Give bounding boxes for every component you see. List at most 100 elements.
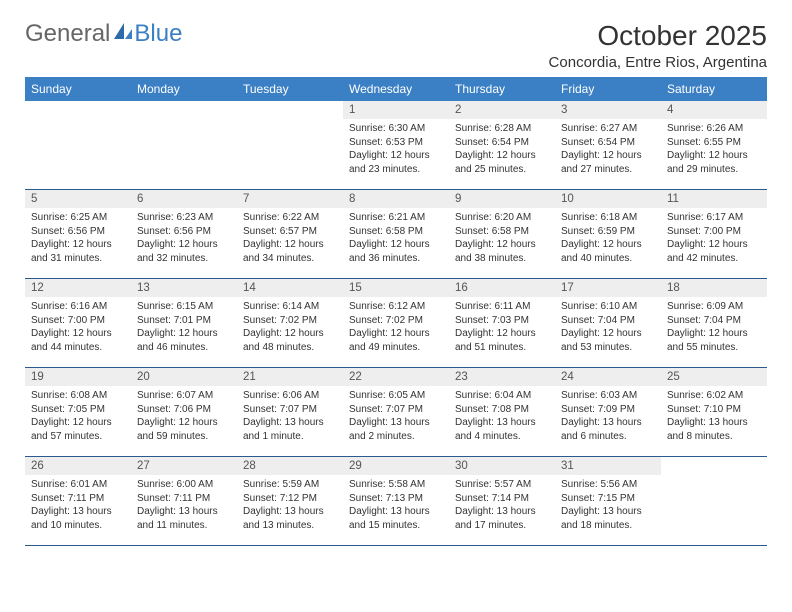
day-line: Daylight: 13 hours (243, 416, 337, 430)
weekday-header: Thursday (449, 77, 555, 101)
day-body: Sunrise: 6:02 AMSunset: 7:10 PMDaylight:… (661, 386, 767, 447)
day-number: 21 (237, 368, 343, 386)
day-line: Sunrise: 5:56 AM (561, 478, 655, 492)
day-line: Sunrise: 6:21 AM (349, 211, 443, 225)
day-line: and 34 minutes. (243, 252, 337, 266)
calendar-cell: 13Sunrise: 6:15 AMSunset: 7:01 PMDayligh… (131, 279, 237, 368)
day-body: Sunrise: 6:22 AMSunset: 6:57 PMDaylight:… (237, 208, 343, 269)
day-line: Sunset: 7:10 PM (667, 403, 761, 417)
day-number: 7 (237, 190, 343, 208)
calendar-cell: 6Sunrise: 6:23 AMSunset: 6:56 PMDaylight… (131, 190, 237, 279)
day-line: Sunrise: 6:25 AM (31, 211, 125, 225)
day-line: and 2 minutes. (349, 430, 443, 444)
day-line: and 13 minutes. (243, 519, 337, 533)
calendar-cell: 20Sunrise: 6:07 AMSunset: 7:06 PMDayligh… (131, 368, 237, 457)
day-body: Sunrise: 6:20 AMSunset: 6:58 PMDaylight:… (449, 208, 555, 269)
day-line: Sunset: 7:00 PM (667, 225, 761, 239)
day-body: Sunrise: 6:21 AMSunset: 6:58 PMDaylight:… (343, 208, 449, 269)
day-line: Sunset: 7:05 PM (31, 403, 125, 417)
day-number (661, 457, 767, 475)
day-line: and 40 minutes. (561, 252, 655, 266)
day-line: and 31 minutes. (31, 252, 125, 266)
day-body: Sunrise: 6:09 AMSunset: 7:04 PMDaylight:… (661, 297, 767, 358)
day-line: Daylight: 12 hours (137, 327, 231, 341)
day-body: Sunrise: 6:18 AMSunset: 6:59 PMDaylight:… (555, 208, 661, 269)
day-number: 25 (661, 368, 767, 386)
day-line: Daylight: 12 hours (455, 149, 549, 163)
day-line: Daylight: 13 hours (455, 505, 549, 519)
day-line: Sunrise: 6:02 AM (667, 389, 761, 403)
day-body: Sunrise: 6:15 AMSunset: 7:01 PMDaylight:… (131, 297, 237, 358)
day-line: Sunrise: 5:57 AM (455, 478, 549, 492)
day-line: and 10 minutes. (31, 519, 125, 533)
day-body: Sunrise: 6:01 AMSunset: 7:11 PMDaylight:… (25, 475, 131, 536)
day-number: 3 (555, 101, 661, 119)
day-line: and 15 minutes. (349, 519, 443, 533)
calendar-cell: 9Sunrise: 6:20 AMSunset: 6:58 PMDaylight… (449, 190, 555, 279)
location-label: Concordia, Entre Rios, Argentina (549, 54, 767, 71)
calendar-row: 12Sunrise: 6:16 AMSunset: 7:00 PMDayligh… (25, 279, 767, 368)
day-line: Sunset: 6:57 PM (243, 225, 337, 239)
day-number: 20 (131, 368, 237, 386)
day-line: and 53 minutes. (561, 341, 655, 355)
calendar-cell: 4Sunrise: 6:26 AMSunset: 6:55 PMDaylight… (661, 101, 767, 190)
day-line: Sunrise: 6:05 AM (349, 389, 443, 403)
day-line: Sunset: 6:56 PM (31, 225, 125, 239)
calendar-cell: 19Sunrise: 6:08 AMSunset: 7:05 PMDayligh… (25, 368, 131, 457)
day-body: Sunrise: 6:26 AMSunset: 6:55 PMDaylight:… (661, 119, 767, 180)
calendar-cell: 3Sunrise: 6:27 AMSunset: 6:54 PMDaylight… (555, 101, 661, 190)
day-line: Sunrise: 6:27 AM (561, 122, 655, 136)
day-line: Daylight: 12 hours (31, 238, 125, 252)
day-line: Daylight: 13 hours (137, 505, 231, 519)
day-line: Daylight: 12 hours (455, 238, 549, 252)
day-number (131, 101, 237, 119)
day-line: Daylight: 13 hours (561, 505, 655, 519)
day-number: 1 (343, 101, 449, 119)
day-line: Sunrise: 6:17 AM (667, 211, 761, 225)
day-line: Daylight: 12 hours (455, 327, 549, 341)
weekday-header-row: Sunday Monday Tuesday Wednesday Thursday… (25, 77, 767, 101)
day-body (661, 475, 767, 482)
day-number: 18 (661, 279, 767, 297)
day-line: Daylight: 12 hours (243, 327, 337, 341)
day-line: Daylight: 13 hours (243, 505, 337, 519)
day-line: Sunset: 6:54 PM (455, 136, 549, 150)
day-number: 27 (131, 457, 237, 475)
day-line: and 44 minutes. (31, 341, 125, 355)
day-number (237, 101, 343, 119)
calendar-cell: 29Sunrise: 5:58 AMSunset: 7:13 PMDayligh… (343, 457, 449, 546)
weekday-header: Tuesday (237, 77, 343, 101)
day-line: and 27 minutes. (561, 163, 655, 177)
day-body: Sunrise: 6:14 AMSunset: 7:02 PMDaylight:… (237, 297, 343, 358)
day-body: Sunrise: 6:07 AMSunset: 7:06 PMDaylight:… (131, 386, 237, 447)
day-line: and 25 minutes. (455, 163, 549, 177)
day-number: 6 (131, 190, 237, 208)
weekday-header: Monday (131, 77, 237, 101)
day-line: Daylight: 12 hours (137, 416, 231, 430)
calendar-cell: 30Sunrise: 5:57 AMSunset: 7:14 PMDayligh… (449, 457, 555, 546)
weekday-header: Saturday (661, 77, 767, 101)
calendar-cell: 1Sunrise: 6:30 AMSunset: 6:53 PMDaylight… (343, 101, 449, 190)
day-number: 9 (449, 190, 555, 208)
day-number: 17 (555, 279, 661, 297)
day-number: 22 (343, 368, 449, 386)
day-line: Sunset: 7:02 PM (243, 314, 337, 328)
day-line: Daylight: 12 hours (31, 327, 125, 341)
day-line: and 23 minutes. (349, 163, 443, 177)
weekday-header: Wednesday (343, 77, 449, 101)
day-line: Daylight: 12 hours (667, 238, 761, 252)
calendar-cell: 28Sunrise: 5:59 AMSunset: 7:12 PMDayligh… (237, 457, 343, 546)
day-line: Sunset: 7:11 PM (137, 492, 231, 506)
day-line: and 57 minutes. (31, 430, 125, 444)
day-line: Daylight: 12 hours (667, 327, 761, 341)
day-number: 15 (343, 279, 449, 297)
calendar-cell: 15Sunrise: 6:12 AMSunset: 7:02 PMDayligh… (343, 279, 449, 368)
day-line: and 18 minutes. (561, 519, 655, 533)
day-line: Sunset: 7:13 PM (349, 492, 443, 506)
logo-text-1: General (25, 20, 110, 48)
day-line: Sunrise: 6:26 AM (667, 122, 761, 136)
day-line: Sunrise: 6:01 AM (31, 478, 125, 492)
day-body: Sunrise: 6:00 AMSunset: 7:11 PMDaylight:… (131, 475, 237, 536)
title-block: October 2025 Concordia, Entre Rios, Arge… (549, 20, 767, 71)
page-title: October 2025 (549, 20, 767, 52)
